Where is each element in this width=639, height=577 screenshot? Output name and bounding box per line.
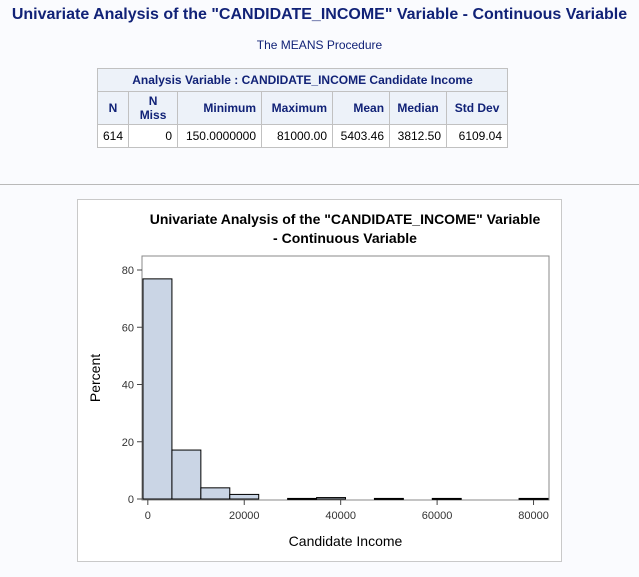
plot-area xyxy=(141,255,550,501)
histogram-bar-3 xyxy=(229,493,260,500)
header-maximum: Maximum xyxy=(261,91,334,125)
x-tick-label-3: 60000 xyxy=(422,510,453,522)
chart-subtitle: - Continuous Variable xyxy=(273,230,417,246)
cell-n-miss: 0 xyxy=(128,124,179,148)
header-n: N xyxy=(96,91,130,125)
header-std-dev: Std Dev xyxy=(446,91,509,125)
histogram-bar-5 xyxy=(316,497,346,500)
histogram-chart: Univariate Analysis of the "CANDIDATE_IN… xyxy=(87,211,550,549)
table-header-row: N N Miss Minimum Maximum Mean Median Std… xyxy=(96,91,509,125)
x-tick-label-1: 20000 xyxy=(229,510,260,522)
chart-panel: Univariate Analysis of the "CANDIDATE_IN… xyxy=(77,199,562,562)
y-tick-label-4: 80 xyxy=(122,265,134,277)
y-tick-label-2: 40 xyxy=(122,380,134,392)
header-n-miss: N Miss xyxy=(128,91,179,125)
cell-std-dev: 6109.04 xyxy=(446,124,509,148)
cell-maximum: 81000.00 xyxy=(261,124,334,148)
header-mean: Mean xyxy=(332,91,391,125)
cell-mean: 5403.46 xyxy=(332,124,391,148)
histogram-bar-8 xyxy=(518,497,549,500)
histogram-bar-0 xyxy=(142,278,173,500)
y-tick-label-1: 20 xyxy=(122,437,134,449)
chart-title: Univariate Analysis of the "CANDIDATE_IN… xyxy=(150,211,541,227)
histogram-bar-7 xyxy=(431,497,462,500)
header-minimum: Minimum xyxy=(177,91,263,125)
means-table: Analysis Variable : CANDIDATE_INCOME Can… xyxy=(96,68,509,148)
procedure-title: The MEANS Procedure xyxy=(256,38,383,52)
header-median: Median xyxy=(389,91,448,125)
histogram-bar-6 xyxy=(373,497,404,500)
x-axis-label: Candidate Income xyxy=(289,533,403,549)
histogram-bar-1 xyxy=(171,449,202,500)
y-tick-label-0: 0 xyxy=(128,494,134,506)
cell-n: 614 xyxy=(96,124,130,148)
y-axis-label: Percent xyxy=(87,354,103,402)
y-tick-label-3: 60 xyxy=(122,322,134,334)
table-caption: Analysis Variable : CANDIDATE_INCOME Can… xyxy=(96,68,509,92)
cell-minimum: 150.0000000 xyxy=(177,124,263,148)
histogram-bar-2 xyxy=(200,487,231,500)
table-row: 614 0 150.0000000 81000.00 5403.46 3812.… xyxy=(96,124,509,148)
page-title: Univariate Analysis of the "CANDIDATE_IN… xyxy=(11,6,628,23)
section-divider xyxy=(0,184,639,185)
x-tick-label-4: 80000 xyxy=(518,510,549,522)
cell-median: 3812.50 xyxy=(389,124,448,148)
x-tick-label-0: 0 xyxy=(145,510,151,522)
histogram-bar-4 xyxy=(287,497,318,500)
table-caption-row: Analysis Variable : CANDIDATE_INCOME Can… xyxy=(96,68,509,92)
x-tick-label-2: 40000 xyxy=(325,510,356,522)
